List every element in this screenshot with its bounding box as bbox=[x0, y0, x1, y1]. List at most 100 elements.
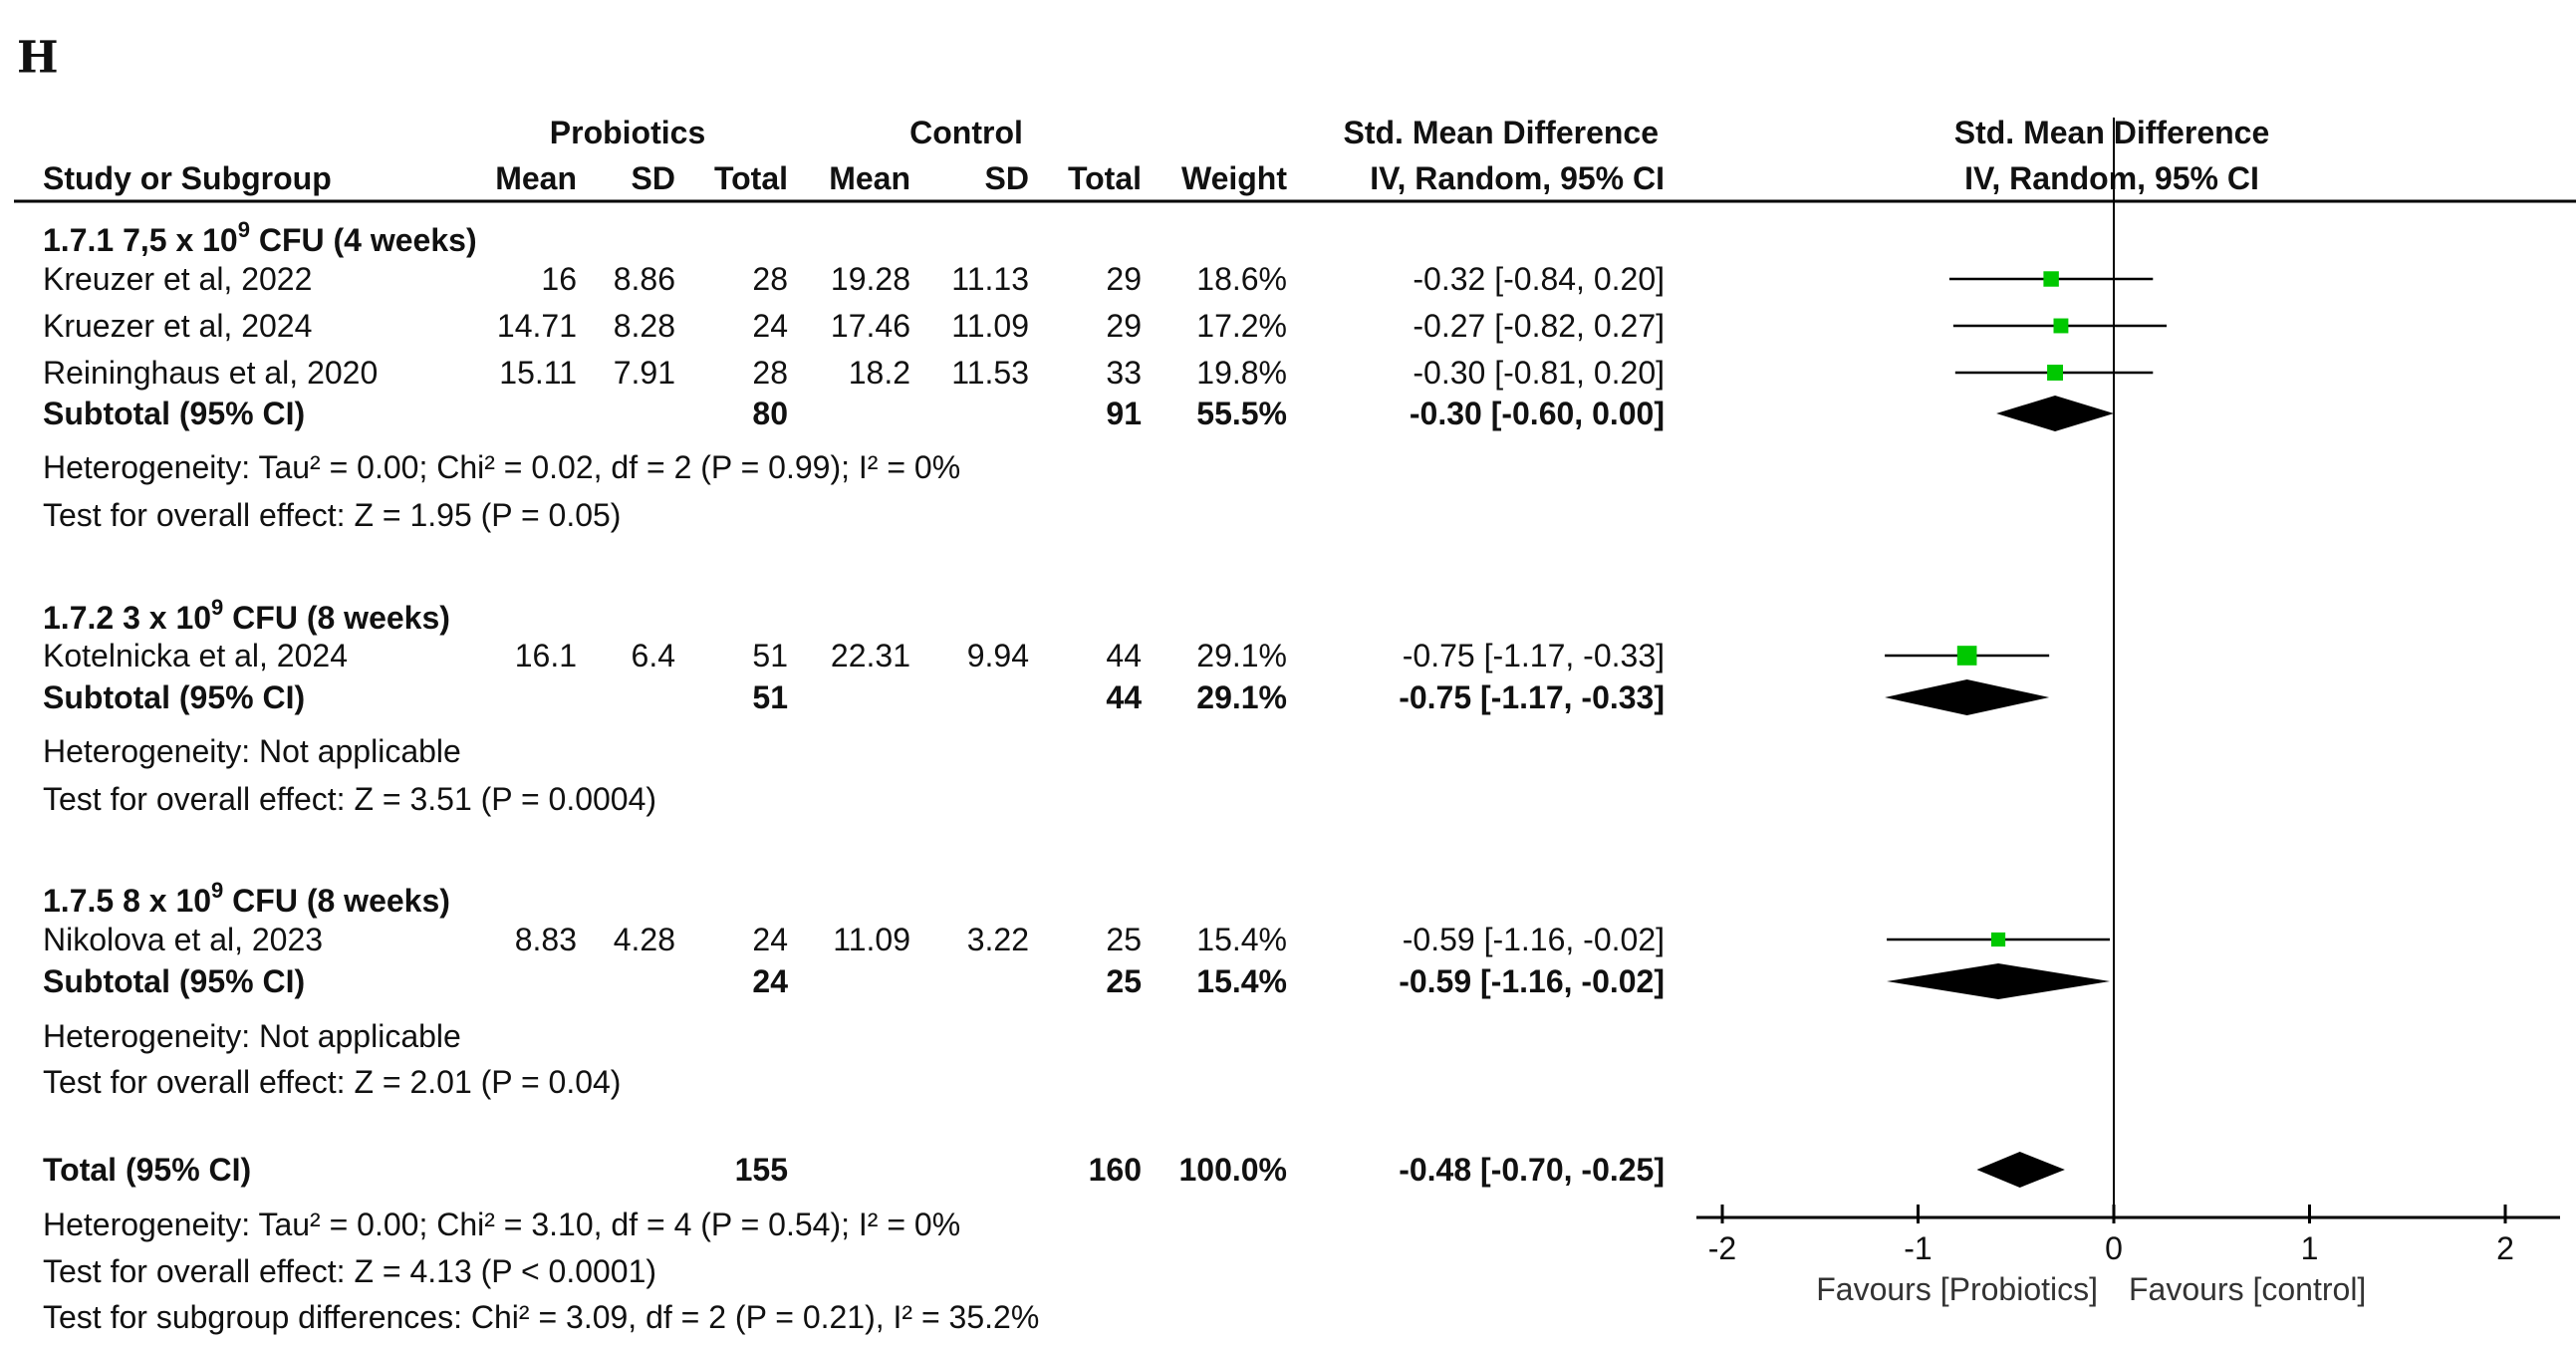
subtotal-diamond bbox=[1887, 963, 2111, 999]
cell-c-mean: 19.28 bbox=[830, 261, 910, 297]
column-header: Total bbox=[713, 160, 788, 196]
cell-weight: 29.1% bbox=[1196, 679, 1287, 715]
x-tick-label: 0 bbox=[2105, 1230, 2123, 1266]
x-tick-label: 2 bbox=[2496, 1230, 2514, 1266]
favours-right-label: Favours [control] bbox=[2129, 1271, 2366, 1307]
subgroup-title-text: 1.7.1 7,5 x 10 bbox=[43, 222, 238, 258]
column-header: Mean bbox=[829, 160, 910, 196]
cell-c-n: 44 bbox=[1106, 638, 1142, 673]
cell-c-mean: 17.46 bbox=[830, 308, 910, 344]
effect-ci: -0.48 [-0.70, -0.25] bbox=[1399, 1152, 1665, 1188]
study-name: Nikolova et al, 2023 bbox=[43, 922, 324, 957]
effect-ci: -0.32 [-0.84, 0.20] bbox=[1413, 261, 1665, 297]
study-name: Kruezer et al, 2024 bbox=[43, 308, 313, 344]
cell-e-n: 28 bbox=[752, 261, 788, 297]
subtotal-diamond bbox=[1885, 679, 2050, 715]
cell-e-mean: 16 bbox=[541, 261, 577, 297]
subgroup-title: 1.7.1 7,5 x 109 CFU (4 weeks) bbox=[43, 219, 477, 258]
favours-left-label: Favours [Probiotics] bbox=[1816, 1271, 2098, 1307]
subgroup-title-exponent: 9 bbox=[237, 217, 250, 242]
cell-c-sd: 11.09 bbox=[951, 308, 1029, 344]
cell-c-n: 160 bbox=[1088, 1152, 1142, 1188]
study-marker bbox=[1990, 932, 2006, 947]
cell-e-n: 51 bbox=[752, 679, 788, 715]
cell-e-n: 24 bbox=[752, 308, 788, 344]
subgroup-title-suffix: CFU (8 weeks) bbox=[223, 883, 450, 919]
effect-ci: -0.59 [-1.16, -0.02] bbox=[1402, 922, 1665, 957]
cell-c-n: 29 bbox=[1106, 308, 1142, 344]
effect-ci: -0.75 [-1.17, -0.33] bbox=[1399, 679, 1665, 715]
cell-weight: 15.4% bbox=[1196, 963, 1287, 999]
heterogeneity-text: Heterogeneity: Not applicable bbox=[43, 733, 461, 769]
overall-effect-text: Test for overall effect: Z = 3.51 (P = 0… bbox=[43, 781, 657, 817]
effect-header-method: IV, Random, 95% CI bbox=[1370, 160, 1665, 196]
subgroup-title-exponent: 9 bbox=[211, 878, 224, 903]
cell-c-mean: 11.09 bbox=[833, 922, 910, 957]
cell-c-n: 25 bbox=[1106, 922, 1142, 957]
subtotal-label: Subtotal (95% CI) bbox=[43, 396, 306, 431]
cell-e-sd: 8.28 bbox=[613, 308, 675, 344]
cell-c-sd: 11.13 bbox=[951, 261, 1029, 297]
cell-c-n: 33 bbox=[1106, 355, 1142, 391]
study-marker bbox=[2043, 271, 2059, 287]
cell-weight: 29.1% bbox=[1196, 638, 1287, 673]
cell-c-sd: 3.22 bbox=[966, 922, 1029, 957]
cell-e-n: 51 bbox=[752, 638, 788, 673]
subtotal-label: Subtotal (95% CI) bbox=[43, 679, 306, 715]
cell-c-n: 44 bbox=[1106, 679, 1142, 715]
cell-c-sd: 9.94 bbox=[966, 638, 1029, 673]
cell-e-n: 24 bbox=[752, 963, 788, 999]
panel-label: H bbox=[17, 32, 59, 84]
effect-ci: -0.30 [-0.81, 0.20] bbox=[1413, 355, 1665, 391]
heterogeneity-text: Heterogeneity: Not applicable bbox=[43, 1018, 461, 1054]
subtotal-label: Total (95% CI) bbox=[43, 1152, 252, 1188]
cell-weight: 100.0% bbox=[1178, 1152, 1287, 1188]
cell-weight: 18.6% bbox=[1196, 261, 1287, 297]
cell-e-n: 155 bbox=[734, 1152, 788, 1188]
group1-header: Probiotics bbox=[549, 115, 706, 150]
overall-effect-text: Test for overall effect: Z = 1.95 (P = 0… bbox=[43, 497, 622, 533]
plot-header-method: IV, Random, 95% CI bbox=[1964, 160, 2259, 196]
plot-header-title: Std. Mean Difference bbox=[1953, 115, 2270, 150]
study-marker bbox=[2053, 318, 2069, 334]
footer-text: Test for overall effect: Z = 4.13 (P < 0… bbox=[43, 1253, 657, 1289]
cell-c-mean: 18.2 bbox=[848, 355, 910, 391]
subgroup-title: 1.7.5 8 x 109 CFU (8 weeks) bbox=[43, 880, 450, 919]
column-header: Mean bbox=[495, 160, 577, 196]
study-name: Kreuzer et al, 2022 bbox=[43, 261, 313, 297]
cell-weight: 55.5% bbox=[1196, 396, 1287, 431]
subgroup-title-text: 1.7.2 3 x 10 bbox=[43, 600, 212, 636]
total-diamond bbox=[1976, 1152, 2065, 1188]
column-header: Total bbox=[1067, 160, 1142, 196]
effect-header-title: Std. Mean Difference bbox=[1343, 115, 1659, 150]
effect-ci: -0.30 [-0.60, 0.00] bbox=[1409, 396, 1665, 431]
cell-c-n: 91 bbox=[1106, 396, 1142, 431]
footer-text: Heterogeneity: Tau² = 0.00; Chi² = 3.10,… bbox=[43, 1207, 961, 1242]
study-marker bbox=[1956, 646, 1977, 666]
overall-effect-text: Test for overall effect: Z = 2.01 (P = 0… bbox=[43, 1064, 622, 1100]
group2-header: Control bbox=[909, 115, 1023, 150]
effect-ci: -0.27 [-0.82, 0.27] bbox=[1413, 308, 1665, 344]
cell-e-n: 24 bbox=[752, 922, 788, 957]
column-header-study: Study or Subgroup bbox=[43, 160, 332, 196]
cell-c-n: 25 bbox=[1106, 963, 1142, 999]
study-name: Reininghaus et al, 2020 bbox=[43, 355, 379, 391]
x-tick-label: -2 bbox=[1708, 1230, 1736, 1266]
cell-c-sd: 11.53 bbox=[951, 355, 1029, 391]
cell-weight: 17.2% bbox=[1196, 308, 1287, 344]
subgroup-title: 1.7.2 3 x 109 CFU (8 weeks) bbox=[43, 597, 450, 636]
heterogeneity-text: Heterogeneity: Tau² = 0.00; Chi² = 0.02,… bbox=[43, 449, 961, 485]
cell-weight: 19.8% bbox=[1196, 355, 1287, 391]
subtotal-diamond bbox=[1996, 396, 2114, 431]
footer-text: Test for subgroup differences: Chi² = 3.… bbox=[43, 1299, 1040, 1335]
subgroup-title-suffix: CFU (8 weeks) bbox=[223, 600, 450, 636]
column-header: Weight bbox=[1180, 160, 1287, 196]
cell-e-n: 28 bbox=[752, 355, 788, 391]
cell-e-mean: 14.71 bbox=[496, 308, 577, 344]
subgroup-title-exponent: 9 bbox=[211, 595, 224, 620]
x-tick-label: 1 bbox=[2301, 1230, 2319, 1266]
cell-e-mean: 15.11 bbox=[499, 355, 577, 391]
column-header: SD bbox=[631, 160, 675, 196]
